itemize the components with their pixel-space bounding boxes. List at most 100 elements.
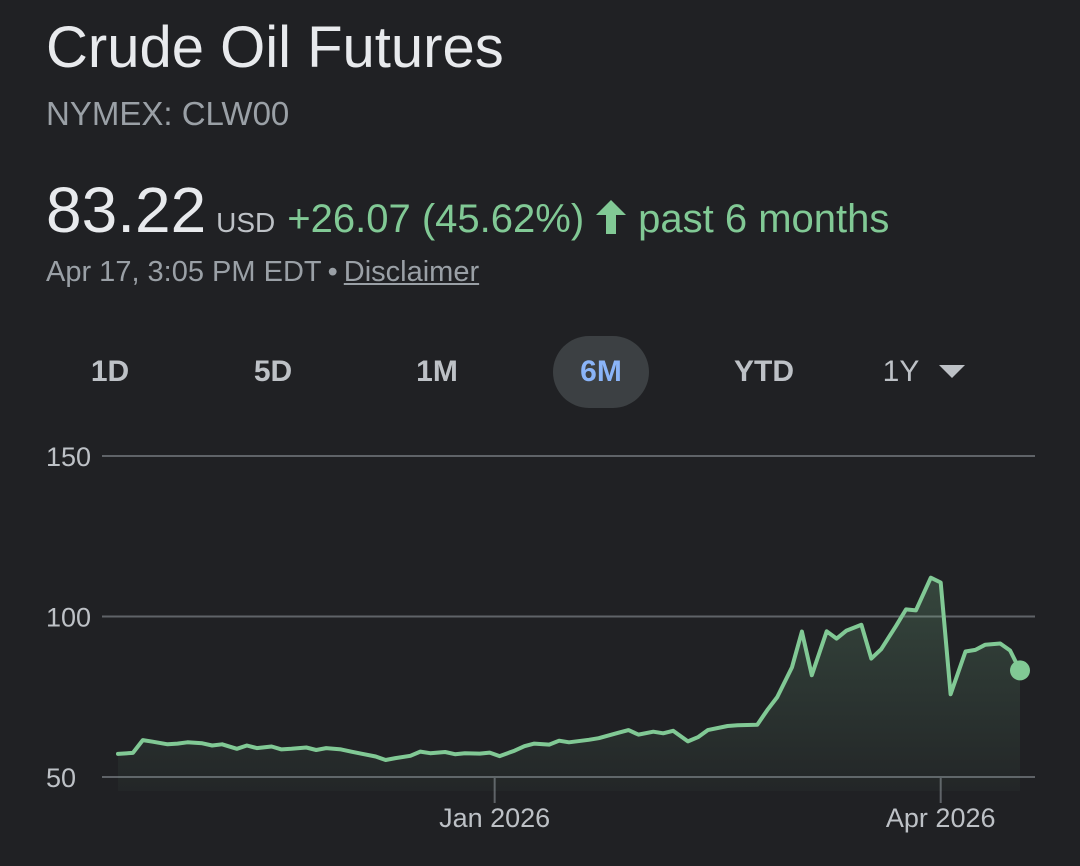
change-period: past 6 months <box>638 197 890 241</box>
tab-ytd[interactable]: YTD <box>734 355 794 388</box>
data-point <box>384 758 388 762</box>
chevron-down-icon <box>939 364 966 378</box>
tab-1y-dropdown[interactable]: 1Y <box>868 336 980 408</box>
data-point <box>939 581 943 585</box>
data-point <box>522 744 526 748</box>
data-point <box>453 752 457 756</box>
page-title: Crude Oil Futures <box>46 15 504 80</box>
disclaimer-link[interactable]: Disclaimer <box>343 256 480 288</box>
data-point <box>983 643 987 647</box>
data-point <box>765 708 769 712</box>
data-point <box>696 735 700 739</box>
data-point <box>1008 649 1012 653</box>
data-point <box>513 749 517 753</box>
data-point <box>478 752 482 756</box>
data-point <box>547 743 551 747</box>
data-point <box>661 731 665 735</box>
meta-separator: • <box>327 256 338 288</box>
tab-5d[interactable]: 5D <box>253 355 293 388</box>
data-point <box>176 742 180 746</box>
data-point <box>141 738 145 742</box>
data-point <box>290 747 294 751</box>
data-point <box>859 623 863 627</box>
ticker-symbol: NYMEX: CLW00 <box>46 95 290 132</box>
data-point <box>929 576 933 580</box>
data-point <box>314 748 318 752</box>
data-point <box>706 728 710 732</box>
data-point <box>532 742 536 746</box>
data-point <box>894 624 898 628</box>
data-point <box>775 695 779 699</box>
data-point <box>904 607 908 611</box>
tab-1y-label: 1Y <box>882 355 920 388</box>
data-point <box>374 755 378 759</box>
data-point <box>755 723 759 727</box>
price-row: 83.22 USD +26.07 (45.62%) past 6 months <box>46 172 889 252</box>
data-point <box>210 744 214 748</box>
data-point <box>869 657 873 661</box>
data-point <box>825 629 829 633</box>
x-tick-label-1: Apr 2026 <box>886 803 996 833</box>
tab-6m[interactable]: 6M <box>553 336 649 408</box>
data-point <box>651 730 655 734</box>
data-point <box>408 754 412 758</box>
series-line <box>116 575 1022 762</box>
x-tick-label-0: Jan 2026 <box>439 803 550 833</box>
data-point <box>488 751 492 755</box>
data-point <box>428 751 432 755</box>
quote-meta: Apr 17, 3:05 PM EDT • Disclaimer <box>46 254 479 290</box>
price-chart[interactable]: 50 100 150 Jan 2026 Apr 2026 <box>0 430 1080 866</box>
data-point <box>185 740 189 744</box>
data-point <box>671 729 675 733</box>
current-price: 83.22 <box>46 174 207 246</box>
arrow-up-icon <box>596 200 627 234</box>
data-point <box>949 692 953 696</box>
data-point <box>597 736 601 740</box>
data-point <box>418 750 422 754</box>
data-point <box>998 642 1002 646</box>
data-point <box>200 741 204 745</box>
data-point <box>443 750 447 754</box>
data-point <box>617 731 621 735</box>
currency-label: USD <box>216 207 276 238</box>
price-chart-svg: 50 100 150 Jan 2026 Apr 2026 <box>46 442 1035 833</box>
data-point <box>304 746 308 750</box>
data-point <box>394 756 398 760</box>
data-point <box>845 629 849 633</box>
data-point <box>166 742 170 746</box>
data-point <box>116 752 120 756</box>
data-point <box>255 746 259 750</box>
tab-1m[interactable]: 1M <box>416 355 458 388</box>
price-change: +26.07 (45.62%) <box>287 197 585 241</box>
data-point <box>339 747 343 751</box>
point-layer <box>116 576 1030 762</box>
data-point <box>567 740 571 744</box>
data-point <box>800 630 804 634</box>
data-point <box>627 728 631 732</box>
data-point <box>835 637 839 641</box>
data-point <box>964 650 968 654</box>
data-point <box>914 608 918 612</box>
data-point <box>245 744 249 748</box>
data-point <box>557 739 561 743</box>
range-tabs: 1D 5D 1M 6M YTD 1Y <box>0 336 1080 408</box>
data-point <box>726 724 730 728</box>
data-point <box>879 647 883 651</box>
data-point <box>151 740 155 744</box>
data-point <box>463 751 467 755</box>
data-point <box>973 648 977 652</box>
quote-timestamp: Apr 17, 3:05 PM EDT <box>46 256 322 288</box>
tab-1d[interactable]: 1D <box>90 355 130 388</box>
data-point <box>359 752 363 756</box>
current-price-marker[interactable] <box>1010 660 1030 681</box>
data-point <box>324 746 328 750</box>
data-point <box>498 754 502 758</box>
data-point <box>131 751 135 755</box>
series-area <box>118 577 1020 791</box>
data-point <box>235 747 239 751</box>
data-point <box>280 747 284 751</box>
y-tick-label-50: 50 <box>46 763 76 793</box>
data-point <box>220 742 224 746</box>
data-point <box>636 733 640 737</box>
data-point <box>270 745 274 749</box>
